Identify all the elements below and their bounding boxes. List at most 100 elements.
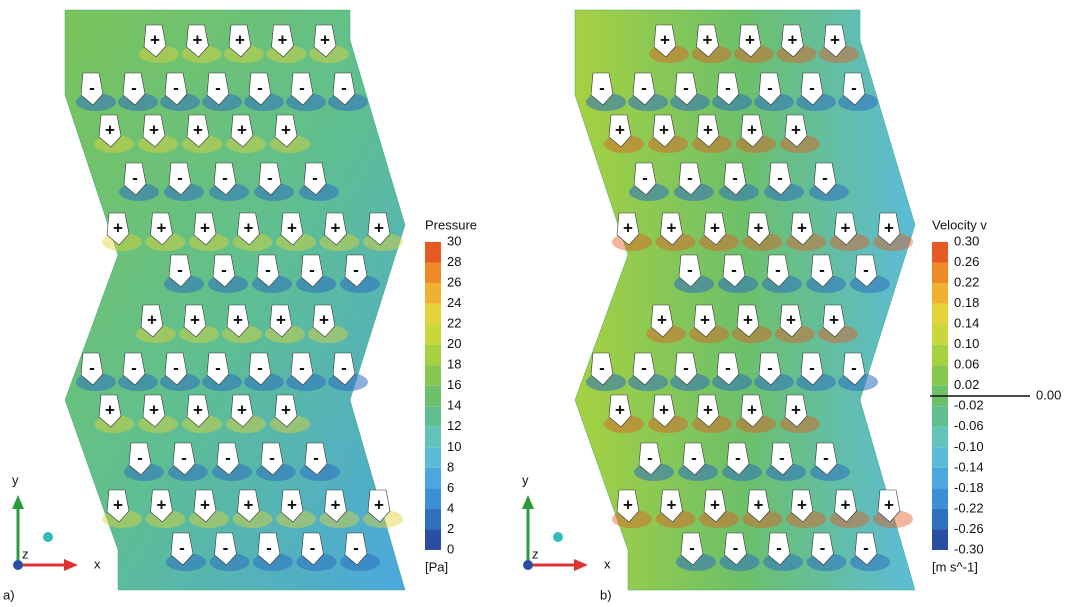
blade-sign: +	[786, 310, 796, 329]
blade-sign: +	[113, 495, 123, 514]
blade-sign: +	[830, 30, 840, 49]
blade-sign: +	[281, 400, 291, 419]
colorbar-tick-label: -0.06	[954, 418, 984, 433]
blade-sign: +	[791, 400, 801, 419]
colorbar-tick-label: 6	[447, 480, 454, 495]
colorbar-band	[932, 263, 948, 284]
blade-sign: -	[310, 538, 316, 557]
blade-sign: -	[265, 260, 271, 279]
blade-sign: +	[829, 310, 839, 329]
blade-sign: +	[320, 30, 330, 49]
axis-x-label: x	[604, 556, 611, 571]
blade-sign: -	[177, 260, 183, 279]
legend-unit: [m s^-1]	[932, 559, 978, 574]
blade-sign: +	[200, 495, 210, 514]
blade-sign: -	[733, 538, 739, 557]
content: + + + + + - - - - - - - + + + + + - - - - - + + + + + + + - - - - - + + + + + -…	[3, 10, 1061, 602]
blade-sign: -	[863, 260, 869, 279]
blade-sign: -	[683, 78, 689, 97]
legend-unit: [Pa]	[425, 559, 448, 574]
blade-sign: +	[703, 30, 713, 49]
axis-x-head	[574, 559, 588, 571]
colorbar-tick-label: 18	[447, 357, 461, 372]
colorbar-tick-label: 0.06	[954, 357, 979, 372]
blade-sign: +	[667, 495, 677, 514]
axis-y-label: y	[522, 472, 529, 487]
colorbar-band	[932, 242, 948, 263]
colorbar-band	[932, 304, 948, 325]
blade-sign: -	[173, 358, 179, 377]
blade-sign: -	[819, 260, 825, 279]
blade-sign: -	[89, 358, 95, 377]
axis-x-label: x	[94, 556, 101, 571]
colorbar-tick-label: -0.02	[954, 398, 984, 413]
blade-sign: -	[222, 168, 228, 187]
blade-sign: +	[615, 120, 625, 139]
panel-label: a)	[3, 587, 15, 602]
colorbar-band	[425, 447, 441, 468]
colorbar-tick-label: 0.30	[954, 233, 979, 248]
blade-sign: +	[278, 30, 288, 49]
blade-sign: +	[331, 218, 341, 237]
blade-sign: -	[215, 78, 221, 97]
blade-sign: -	[647, 448, 653, 467]
blade-sign: -	[863, 538, 869, 557]
origin-sphere	[43, 532, 53, 542]
colorbar-tick-label: 28	[447, 254, 461, 269]
blade-sign: +	[657, 310, 667, 329]
blade-sign: +	[319, 310, 329, 329]
colorbar-band	[932, 529, 948, 550]
blade-sign: -	[269, 448, 275, 467]
blade-sign: -	[599, 78, 605, 97]
blade-sign: -	[177, 168, 183, 187]
blade-sign: +	[374, 218, 384, 237]
blade-sign: -	[137, 448, 143, 467]
blade-sign: +	[754, 218, 764, 237]
colorbar-band	[932, 468, 948, 489]
colorbar-tick-label: -0.18	[954, 480, 984, 495]
blade-sign: -	[225, 448, 231, 467]
blade-sign: +	[149, 400, 159, 419]
blade-sign: +	[754, 495, 764, 514]
blade-sign: +	[703, 120, 713, 139]
axis-z-dot	[13, 560, 23, 570]
blade-sign: +	[244, 495, 254, 514]
blade-sign: -	[173, 78, 179, 97]
blade-sign: -	[735, 448, 741, 467]
blade-sign: +	[703, 400, 713, 419]
colorbar-band	[425, 509, 441, 530]
panel-label: b)	[600, 587, 612, 602]
blade-sign: +	[615, 400, 625, 419]
axis-y-label: y	[12, 472, 19, 487]
blade-sign: -	[221, 260, 227, 279]
colorbar-tick-label: 0.14	[954, 316, 979, 331]
axis-z-label: z	[532, 546, 539, 561]
colorbar-tick-label: 24	[447, 295, 461, 310]
blade-sign: +	[743, 310, 753, 329]
blade-sign: -	[779, 448, 785, 467]
blade-sign: -	[299, 358, 305, 377]
blade-sign: -	[132, 168, 138, 187]
blade-sign: +	[276, 310, 286, 329]
blade-sign: +	[797, 495, 807, 514]
blade-sign: +	[797, 218, 807, 237]
colorbar-tick-label: -0.30	[954, 541, 984, 556]
colorbar-tick-label: 16	[447, 377, 461, 392]
blade-sign: +	[105, 400, 115, 419]
blade-sign: +	[659, 400, 669, 419]
blade-sign: -	[776, 538, 782, 557]
colorbar-band	[932, 427, 948, 448]
colorbar-band	[932, 324, 948, 345]
axis-z-dot	[523, 560, 533, 570]
colorbar-band	[425, 242, 441, 263]
blade-sign: +	[190, 310, 200, 329]
blade-sign: +	[235, 30, 245, 49]
blade-sign: +	[157, 495, 167, 514]
blade-sign: +	[281, 120, 291, 139]
colorbar-tick-label: 0.02	[954, 377, 979, 392]
blade-sign: -	[822, 168, 828, 187]
blade-sign: +	[660, 30, 670, 49]
blade-sign: -	[687, 260, 693, 279]
blade-sign: +	[841, 218, 851, 237]
blade-sign: -	[851, 358, 857, 377]
